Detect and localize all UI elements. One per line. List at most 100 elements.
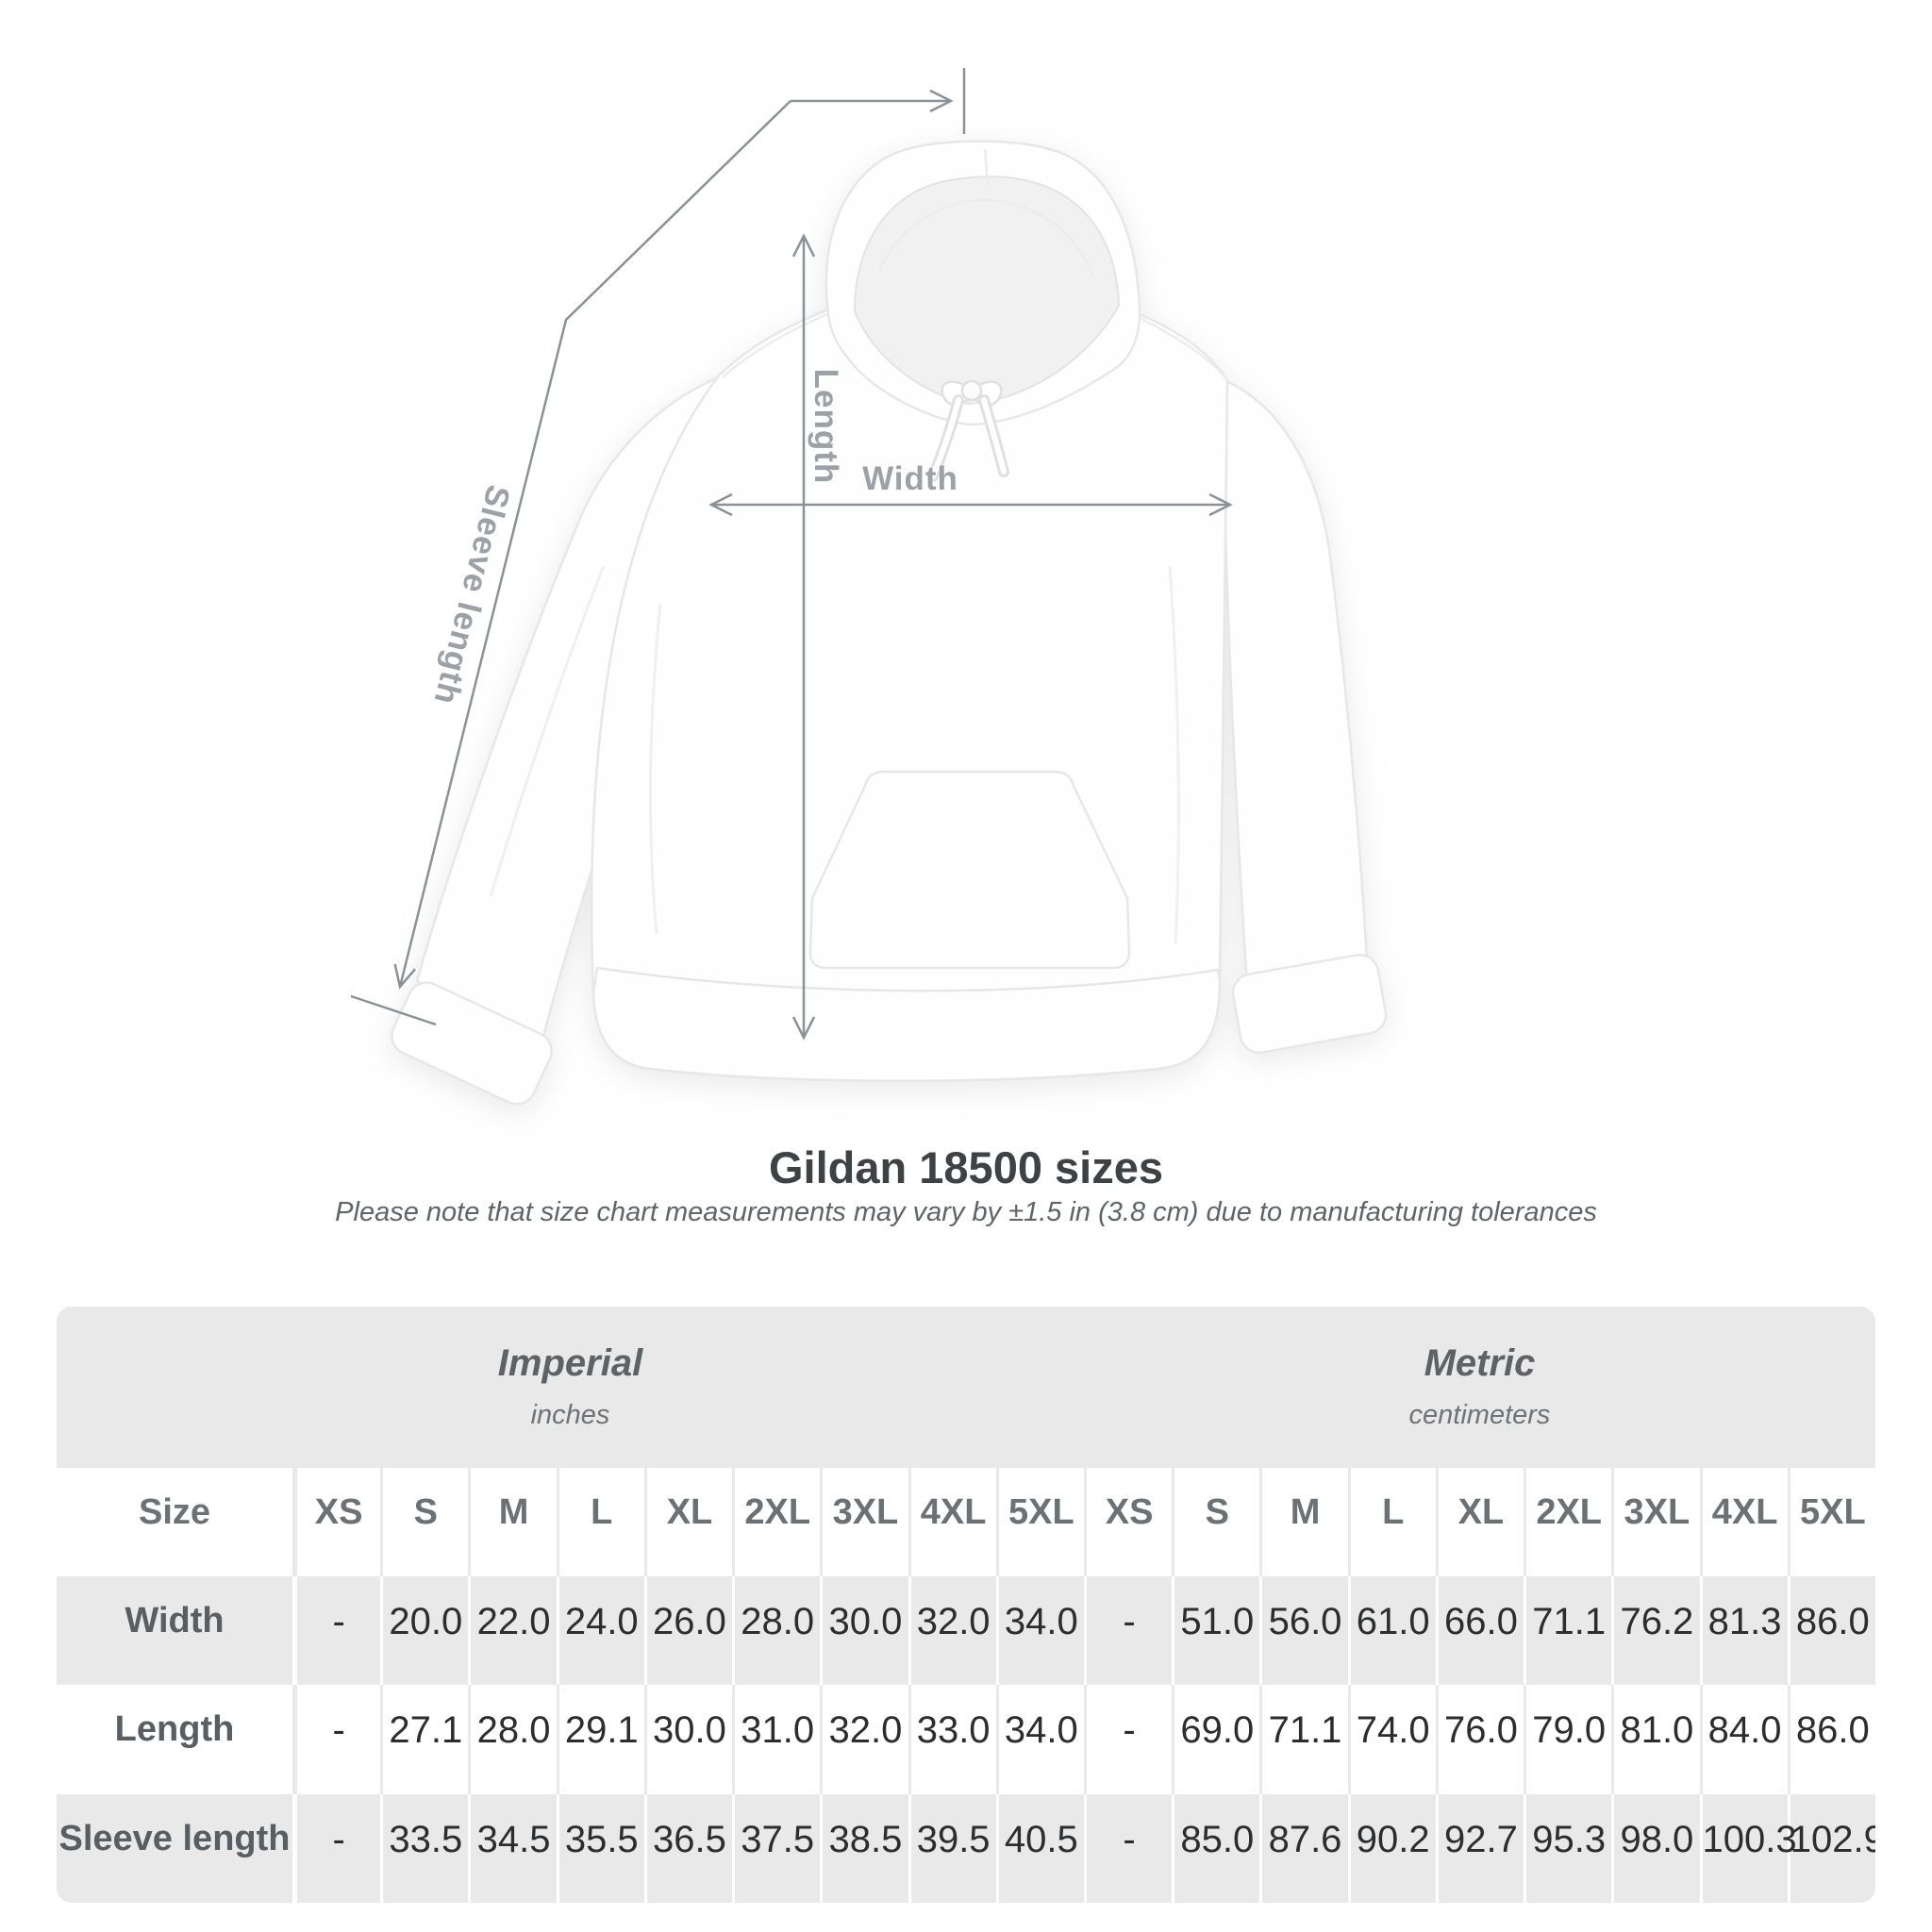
row-label: Sleeve length <box>57 1793 292 1903</box>
imperial-size-header: 4XL <box>908 1467 996 1576</box>
row-label: Length <box>57 1685 292 1794</box>
sleeve-imperial-cell: 39.5 <box>908 1793 996 1903</box>
imperial-size-header: 2XL <box>732 1467 821 1576</box>
width-metric-cell: 86.0 <box>1787 1575 1875 1686</box>
metric-size-header: L <box>1347 1467 1436 1576</box>
length-metric-cell: 69.0 <box>1172 1685 1260 1794</box>
length-imperial-cell: 27.1 <box>380 1685 469 1794</box>
width-imperial-cell: 34.0 <box>995 1575 1084 1686</box>
metric-size-header: XS <box>1083 1467 1173 1576</box>
sleeve-imperial-cell: 33.5 <box>380 1793 469 1903</box>
length-metric-cell: 71.1 <box>1259 1685 1348 1794</box>
sleeve-metric-cell: 92.7 <box>1435 1793 1524 1903</box>
length-metric-cell: 84.0 <box>1699 1685 1788 1794</box>
length-imperial-cell: 31.0 <box>732 1685 821 1794</box>
length-label: Length <box>808 369 844 485</box>
width-imperial-cell: 32.0 <box>908 1575 996 1686</box>
hem-band-shape <box>591 966 1222 1082</box>
sleeve-imperial-cell: - <box>292 1793 381 1903</box>
metric-size-header: 3XL <box>1611 1467 1700 1576</box>
tolerance-note: Please note that size chart measurements… <box>335 1197 1597 1227</box>
sleeve-metric-cell: 102.9 <box>1787 1793 1875 1903</box>
sleeve-imperial-cell: 37.5 <box>732 1793 821 1903</box>
width-imperial-cell: 22.0 <box>468 1575 557 1686</box>
imperial-size-header: XL <box>643 1467 733 1576</box>
length-metric-cell: 81.0 <box>1611 1685 1700 1794</box>
length-imperial-cell: 32.0 <box>820 1685 908 1794</box>
sleeve-length-label: Sleeve length <box>426 481 517 708</box>
metric-size-header: 5XL <box>1787 1467 1875 1576</box>
width-metric-cell: 76.2 <box>1611 1575 1700 1686</box>
hoodie-illustration <box>391 140 1388 1106</box>
sleeve-imperial-cell: 36.5 <box>643 1793 733 1903</box>
sleeve-metric-cell: 95.3 <box>1524 1793 1612 1903</box>
metric-unit: centimeters <box>1408 1400 1551 1431</box>
metric-group-header: Metric centimeters <box>1083 1307 1875 1468</box>
sleeve-metric-cell: 98.0 <box>1611 1793 1700 1903</box>
width-metric-cell: 81.3 <box>1699 1575 1788 1686</box>
left-cuff-shape <box>391 981 553 1106</box>
right-sleeve-shape <box>1222 379 1369 987</box>
table-header-row: Size XS S M L XL 2XL 3XL 4XL 5XL XS S M … <box>57 1467 1875 1576</box>
right-cuff-shape <box>1231 954 1388 1054</box>
metric-size-header: XL <box>1435 1467 1524 1576</box>
imperial-size-header: 5XL <box>995 1467 1084 1576</box>
table-row-width: Width - 20.0 22.0 24.0 26.0 28.0 30.0 32… <box>57 1575 1875 1686</box>
length-imperial-cell: 30.0 <box>643 1685 733 1794</box>
metric-size-header: M <box>1259 1467 1348 1576</box>
hoodie-figure: Sleeve length Length Width <box>350 68 1388 1106</box>
imperial-size-header: S <box>380 1467 469 1576</box>
width-metric-cell: 71.1 <box>1524 1575 1612 1686</box>
length-imperial-cell: - <box>292 1685 381 1794</box>
length-imperial-cell: 28.0 <box>468 1685 557 1794</box>
length-imperial-cell: 34.0 <box>995 1685 1084 1794</box>
length-imperial-cell: 29.1 <box>556 1685 644 1794</box>
size-column-header: Size <box>57 1467 292 1576</box>
imperial-title: Imperial <box>497 1342 643 1385</box>
sleeve-imperial-cell: 40.5 <box>995 1793 1084 1903</box>
table-row-sleeve-length: Sleeve length - 33.5 34.5 35.5 36.5 37.5… <box>57 1793 1875 1903</box>
sleeve-metric-cell: 90.2 <box>1347 1793 1436 1903</box>
sleeve-metric-cell: - <box>1083 1793 1173 1903</box>
metric-size-header: 2XL <box>1524 1467 1612 1576</box>
width-imperial-cell: 28.0 <box>732 1575 821 1686</box>
metric-title: Metric <box>1424 1342 1536 1385</box>
width-metric-cell: 66.0 <box>1435 1575 1524 1686</box>
row-label: Width <box>57 1575 292 1686</box>
width-label: Width <box>862 460 958 497</box>
imperial-unit: inches <box>530 1400 610 1431</box>
width-imperial-cell: 30.0 <box>820 1575 908 1686</box>
length-metric-cell: 86.0 <box>1787 1685 1875 1794</box>
length-metric-cell: 76.0 <box>1435 1685 1524 1794</box>
width-metric-cell: 61.0 <box>1347 1575 1436 1686</box>
length-metric-cell: 74.0 <box>1347 1685 1436 1794</box>
pocket-shape <box>808 770 1131 970</box>
metric-size-header: 4XL <box>1699 1467 1788 1576</box>
metric-size-header: S <box>1172 1467 1260 1576</box>
size-table: Imperial inches Metric centimeters Size … <box>57 1307 1875 1903</box>
size-table-container: Imperial inches Metric centimeters Size … <box>57 1307 1875 1903</box>
width-metric-cell: - <box>1083 1575 1173 1686</box>
sleeve-imperial-cell: 34.5 <box>468 1793 557 1903</box>
length-metric-cell: 79.0 <box>1524 1685 1612 1794</box>
page-title: Gildan 18500 sizes <box>768 1142 1164 1192</box>
imperial-size-header: 3XL <box>820 1467 908 1576</box>
width-imperial-cell: 20.0 <box>380 1575 469 1686</box>
sleeve-metric-cell: 87.6 <box>1259 1793 1348 1903</box>
width-imperial-cell: 26.0 <box>643 1575 733 1686</box>
width-imperial-cell: - <box>292 1575 381 1686</box>
sleeve-metric-cell: 85.0 <box>1172 1793 1260 1903</box>
table-group-header-row: Imperial inches Metric centimeters <box>57 1307 1875 1468</box>
width-imperial-cell: 24.0 <box>556 1575 644 1686</box>
width-metric-cell: 51.0 <box>1172 1575 1260 1686</box>
table-row-length: Length - 27.1 28.0 29.1 30.0 31.0 32.0 3… <box>57 1685 1875 1794</box>
sleeve-metric-cell: 100.3 <box>1699 1793 1797 1903</box>
drawstring <box>927 379 1009 482</box>
length-metric-cell: - <box>1083 1685 1173 1794</box>
length-imperial-cell: 33.0 <box>908 1685 996 1794</box>
width-metric-cell: 56.0 <box>1259 1575 1348 1686</box>
sleeve-imperial-cell: 38.5 <box>820 1793 908 1903</box>
imperial-size-header: L <box>556 1467 644 1576</box>
imperial-group-header: Imperial inches <box>57 1307 1084 1468</box>
imperial-size-header: M <box>468 1467 557 1576</box>
